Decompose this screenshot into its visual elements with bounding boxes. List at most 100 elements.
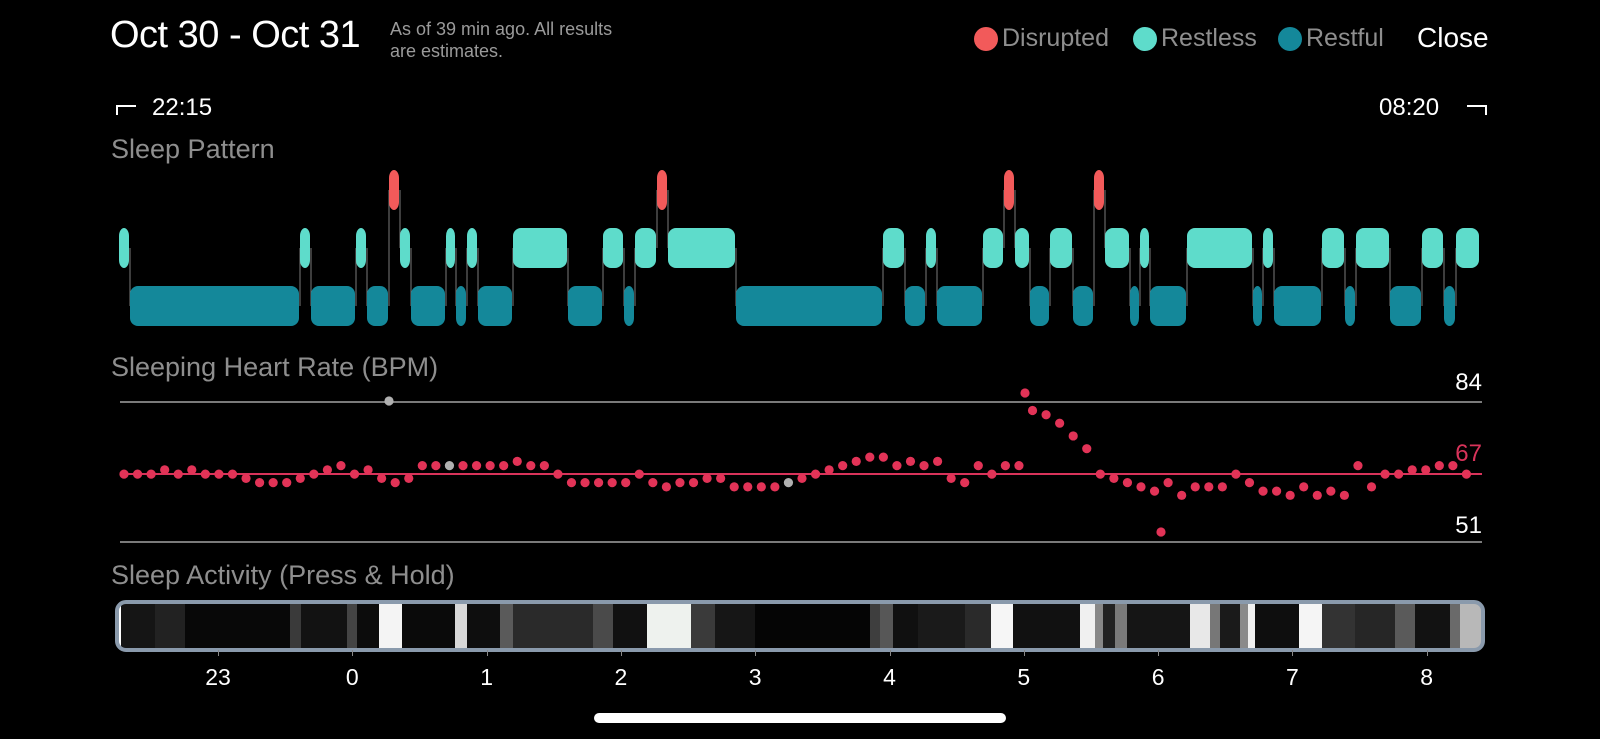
heart-rate-dot (390, 478, 400, 488)
heart-rate-dot (1407, 465, 1417, 475)
heart-rate-dot (1027, 405, 1038, 416)
heart-rate-dot (349, 469, 360, 479)
disrupted-segment (657, 170, 667, 210)
disrupted-segment (389, 170, 399, 210)
activity-band (117, 602, 121, 650)
home-indicator[interactable] (594, 713, 1006, 723)
activity-band (1103, 602, 1115, 650)
activity-band (1240, 602, 1248, 650)
heart-rate-dot (634, 469, 644, 479)
heart-rate-dot (1448, 461, 1458, 471)
heart-rate-dot (702, 473, 712, 483)
activity-band (1255, 602, 1299, 650)
restful-segment (568, 286, 602, 326)
sleep-pattern-title: Sleep Pattern (111, 134, 275, 164)
heart-rate-dot (1421, 465, 1431, 475)
hour-tick-label: 8 (1420, 664, 1434, 690)
restless-segment (400, 228, 410, 268)
restful-segment (1150, 286, 1186, 326)
restless-segment (300, 228, 310, 268)
restless-segment (1187, 228, 1252, 268)
activity-strip-border (115, 600, 1485, 652)
heart-rate-dot (987, 469, 997, 479)
heart-rate-dot (1353, 461, 1363, 471)
disrupted-segment (1004, 170, 1014, 210)
heart-rate-dot (553, 469, 563, 479)
heart-rate-dot (471, 461, 482, 471)
heart-rate-dot (1394, 469, 1404, 479)
restful-segment (367, 286, 388, 326)
restless-dot-icon (1133, 26, 1157, 51)
heart-rate-dot (1258, 486, 1268, 496)
activity-band (1115, 602, 1127, 650)
heart-rate-dot (1204, 482, 1214, 492)
restful-segment (905, 286, 925, 326)
heart-rate-dot (1149, 486, 1160, 496)
activity-band (185, 602, 290, 650)
heart-rate-dot (566, 478, 577, 488)
heart-rate-dot (485, 461, 495, 471)
heart-rate-dot (688, 478, 699, 488)
heart-rate-dot (1312, 490, 1322, 500)
close-button[interactable]: Close (1417, 22, 1489, 53)
heart-rate-dot (838, 461, 848, 471)
heart-rate-dot (295, 473, 305, 483)
heart-rate-dot (336, 461, 346, 471)
heart-rate-dot (1272, 486, 1282, 496)
activity-band (357, 602, 379, 650)
restful-segment (130, 286, 299, 326)
activity-band (347, 602, 357, 650)
hour-tick-mark (352, 650, 354, 656)
heart-rate-dot (282, 478, 292, 488)
disrupted-segment (1094, 170, 1104, 210)
activity-band (880, 602, 893, 650)
restful-segment (1444, 286, 1455, 326)
disrupted-dot-icon (974, 26, 998, 51)
heart-rate-dot (119, 469, 129, 479)
heart-rate-dot (526, 461, 536, 471)
heart-rate-dot (1217, 482, 1227, 492)
activity-band (155, 602, 185, 650)
legend-restful-label: Restful (1306, 24, 1384, 52)
sleep-pattern-chart[interactable] (0, 170, 1600, 340)
restless-segment (635, 228, 656, 268)
activity-band (965, 602, 991, 650)
restless-segment (513, 228, 567, 268)
heart-rate-dot (444, 461, 455, 471)
heart-rate-dot (1244, 478, 1255, 488)
restless-segment (1050, 228, 1072, 268)
heart-rate-dot (607, 478, 617, 488)
heart-rate-dot (1326, 486, 1336, 496)
activity-band (1395, 602, 1415, 650)
heart-rate-dot (377, 473, 387, 483)
restful-segment (411, 286, 445, 326)
end-time: 08:20 (1379, 94, 1440, 121)
heart-rate-dot (539, 461, 549, 471)
heart-rate-dot (1380, 469, 1390, 479)
heart-rate-dot (1136, 482, 1146, 492)
restless-segment (883, 228, 904, 268)
min-bpm-label: 51 (1455, 512, 1482, 539)
sleep-activity-strip[interactable] (115, 600, 1485, 652)
heart-rate-dot (499, 461, 509, 471)
restful-segment (624, 286, 634, 326)
heart-rate-dot (851, 456, 861, 466)
activity-band (893, 602, 918, 650)
heart-rate-dot (1122, 478, 1133, 488)
heart-rate-dot (404, 473, 414, 483)
heart-rate-dot (1055, 418, 1065, 428)
hour-tick-label: 7 (1285, 664, 1299, 690)
heart-rate-dot (756, 482, 766, 492)
date-range-title: Oct 30 - Oct 31 (110, 14, 361, 56)
heart-rate-dot (1461, 469, 1472, 479)
heart-rate-dot (431, 461, 441, 471)
hour-tick-label: 23 (205, 664, 231, 690)
heart-rate-dot (661, 482, 672, 492)
heart-rate-dot (1000, 461, 1011, 471)
activity-band (870, 602, 880, 650)
heart-rate-dot (1177, 490, 1187, 500)
activity-band (1210, 602, 1220, 650)
restless-segment (119, 228, 129, 268)
heart-rate-chart[interactable]: 84 51 67 (0, 370, 1600, 555)
sleep-activity-title: Sleep Activity (Press & Hold) (111, 560, 455, 590)
